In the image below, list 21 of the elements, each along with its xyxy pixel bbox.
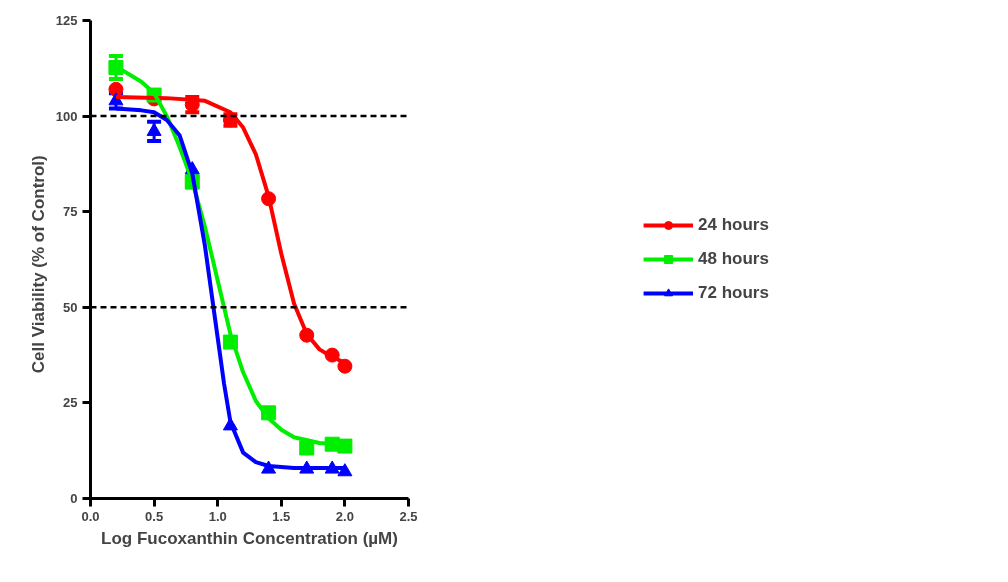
x-tick-label: 1.0 [208,508,227,524]
y-tick-label: 125 [55,13,78,28]
y-axis-title: Cell Viability (% of Control) [28,155,48,374]
y-tick-label: 100 [55,108,78,124]
point [337,438,353,454]
y-tick-label: 75 [63,204,78,220]
y-tick-label: 50 [63,299,78,315]
point [108,60,124,76]
x-tick-label: 0.0 [81,508,100,524]
x-tick-label: 2.5 [399,508,418,524]
y-tick-label: 25 [63,395,78,411]
x-axis-title: Log Fucoxanthin Concentration (µM) [101,528,398,548]
point [108,81,124,97]
legend-label: 24 hours [698,215,769,235]
x-tick-label: 2.0 [335,508,354,524]
x-tick-label: 0.5 [145,508,164,524]
legend-label: 48 hours [698,249,769,269]
x-tick-label: 1.5 [272,508,291,524]
point [299,440,315,456]
legend-label: 72 hours [698,283,769,303]
y-tick-label: 0 [70,491,78,506]
